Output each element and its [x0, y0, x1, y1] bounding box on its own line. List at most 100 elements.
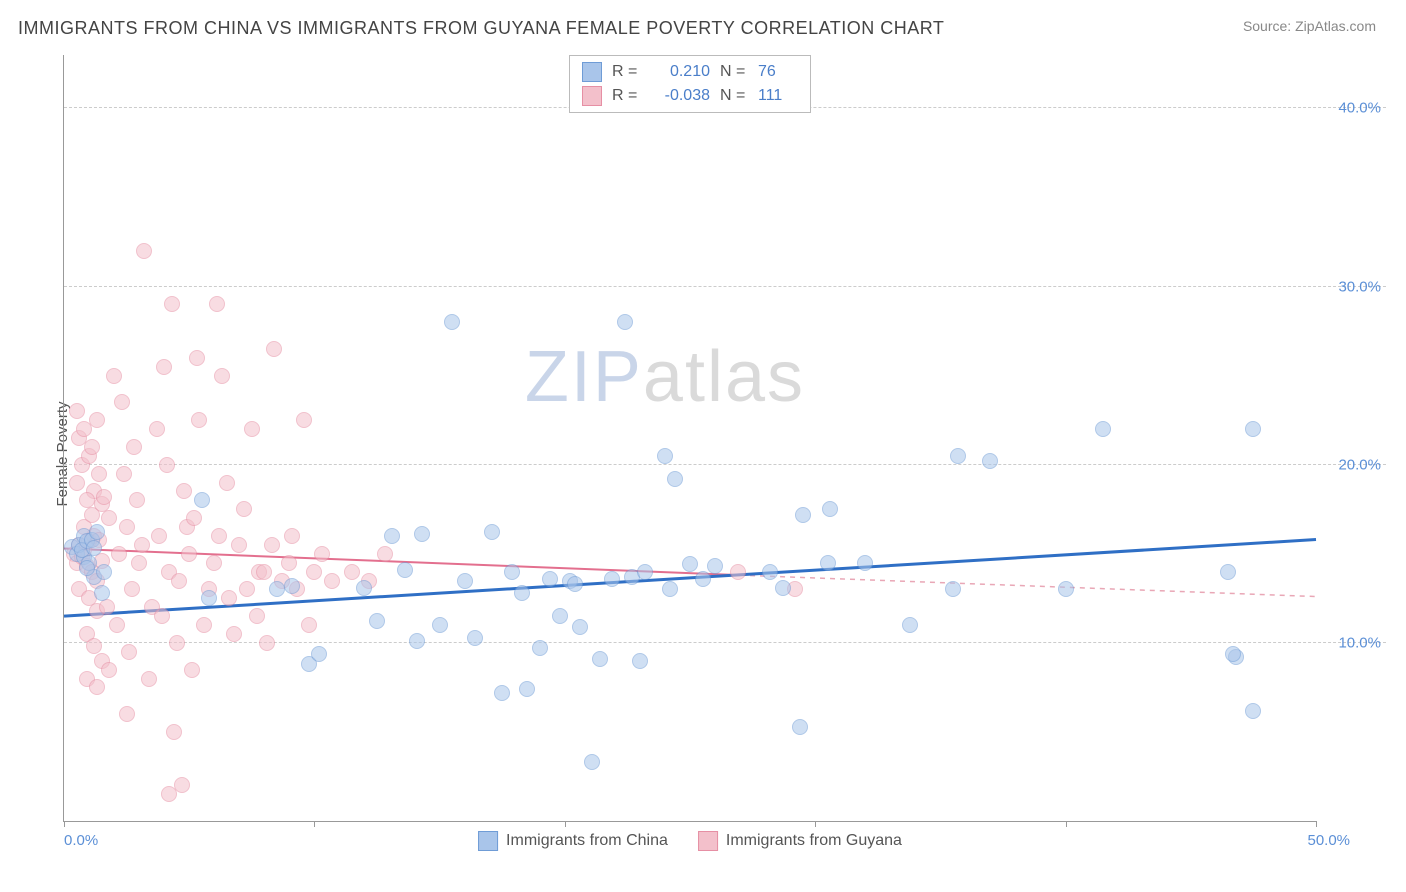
data-point [409, 633, 425, 649]
data-point [79, 560, 95, 576]
r-value-guyana: -0.038 [650, 84, 710, 108]
data-point [89, 524, 105, 540]
data-point [792, 719, 808, 735]
data-point [231, 537, 247, 553]
data-point [109, 617, 125, 633]
data-point [494, 685, 510, 701]
chart-container: Female Poverty ZIPatlas R = 0.210 N = 76… [18, 55, 1386, 852]
n-label: N = [720, 60, 748, 84]
data-point [101, 662, 117, 678]
data-point [514, 585, 530, 601]
bottom-legend: Immigrants from China Immigrants from Gu… [478, 831, 902, 851]
data-point [171, 573, 187, 589]
data-point [159, 457, 175, 473]
data-point [194, 492, 210, 508]
data-point [567, 576, 583, 592]
data-point [91, 466, 107, 482]
x-tick-label: 50.0% [1307, 832, 1350, 849]
data-point [945, 581, 961, 597]
data-point [264, 537, 280, 553]
data-point [106, 368, 122, 384]
data-point [69, 403, 85, 419]
data-point [775, 580, 791, 596]
legend-item-china: Immigrants from China [478, 831, 668, 851]
data-point [1225, 646, 1241, 662]
data-point [1058, 581, 1074, 597]
data-point [156, 359, 172, 375]
data-point [397, 562, 413, 578]
data-point [795, 507, 811, 523]
source-attribution: Source: ZipAtlas.com [1243, 18, 1376, 34]
swatch-guyana [698, 831, 718, 851]
data-point [637, 564, 653, 580]
y-tick-label: 20.0% [1338, 456, 1381, 473]
data-point [221, 590, 237, 606]
data-point [176, 483, 192, 499]
grid-line [64, 286, 1386, 287]
data-point [1095, 421, 1111, 437]
stats-legend-box: R = 0.210 N = 76 R = -0.038 N = 111 [569, 55, 811, 113]
data-point [604, 571, 620, 587]
data-point [206, 555, 222, 571]
data-point [149, 421, 165, 437]
plot-area: ZIPatlas R = 0.210 N = 76 R = -0.038 N =… [63, 55, 1316, 822]
data-point [129, 492, 145, 508]
data-point [214, 368, 230, 384]
data-point [857, 555, 873, 571]
data-point [662, 581, 678, 597]
data-point [730, 564, 746, 580]
data-point [632, 653, 648, 669]
data-point [519, 681, 535, 697]
data-point [982, 453, 998, 469]
data-point [572, 619, 588, 635]
data-point [467, 630, 483, 646]
data-point [444, 314, 460, 330]
data-point [682, 556, 698, 572]
data-point [184, 662, 200, 678]
data-point [164, 296, 180, 312]
data-point [1245, 421, 1261, 437]
data-point [196, 617, 212, 633]
data-point [584, 754, 600, 770]
data-point [377, 546, 393, 562]
x-tick [565, 821, 566, 827]
data-point [166, 724, 182, 740]
data-point [542, 571, 558, 587]
watermark-atlas: atlas [643, 337, 805, 417]
y-tick-label: 10.0% [1338, 634, 1381, 651]
n-value-guyana: 111 [758, 84, 798, 108]
data-point [324, 573, 340, 589]
n-label: N = [720, 84, 748, 108]
swatch-china [582, 62, 602, 82]
data-point [314, 546, 330, 562]
data-point [219, 475, 235, 491]
data-point [96, 489, 112, 505]
watermark: ZIPatlas [525, 336, 805, 418]
data-point [284, 578, 300, 594]
data-point [249, 608, 265, 624]
legend-item-guyana: Immigrants from Guyana [698, 831, 902, 851]
trend-lines [64, 55, 1316, 821]
r-label: R = [612, 60, 640, 84]
x-tick-label: 0.0% [64, 832, 98, 849]
data-point [344, 564, 360, 580]
swatch-china [478, 831, 498, 851]
data-point [707, 558, 723, 574]
data-point [131, 555, 147, 571]
data-point [762, 564, 778, 580]
data-point [281, 555, 297, 571]
data-point [141, 671, 157, 687]
data-point [552, 608, 568, 624]
data-point [86, 540, 102, 556]
data-point [174, 777, 190, 793]
data-point [592, 651, 608, 667]
chart-title: IMMIGRANTS FROM CHINA VS IMMIGRANTS FROM… [18, 18, 944, 39]
data-point [306, 564, 322, 580]
data-point [1220, 564, 1236, 580]
data-point [209, 296, 225, 312]
data-point [189, 350, 205, 366]
data-point [121, 644, 137, 660]
data-point [181, 546, 197, 562]
data-point [111, 546, 127, 562]
data-point [667, 471, 683, 487]
